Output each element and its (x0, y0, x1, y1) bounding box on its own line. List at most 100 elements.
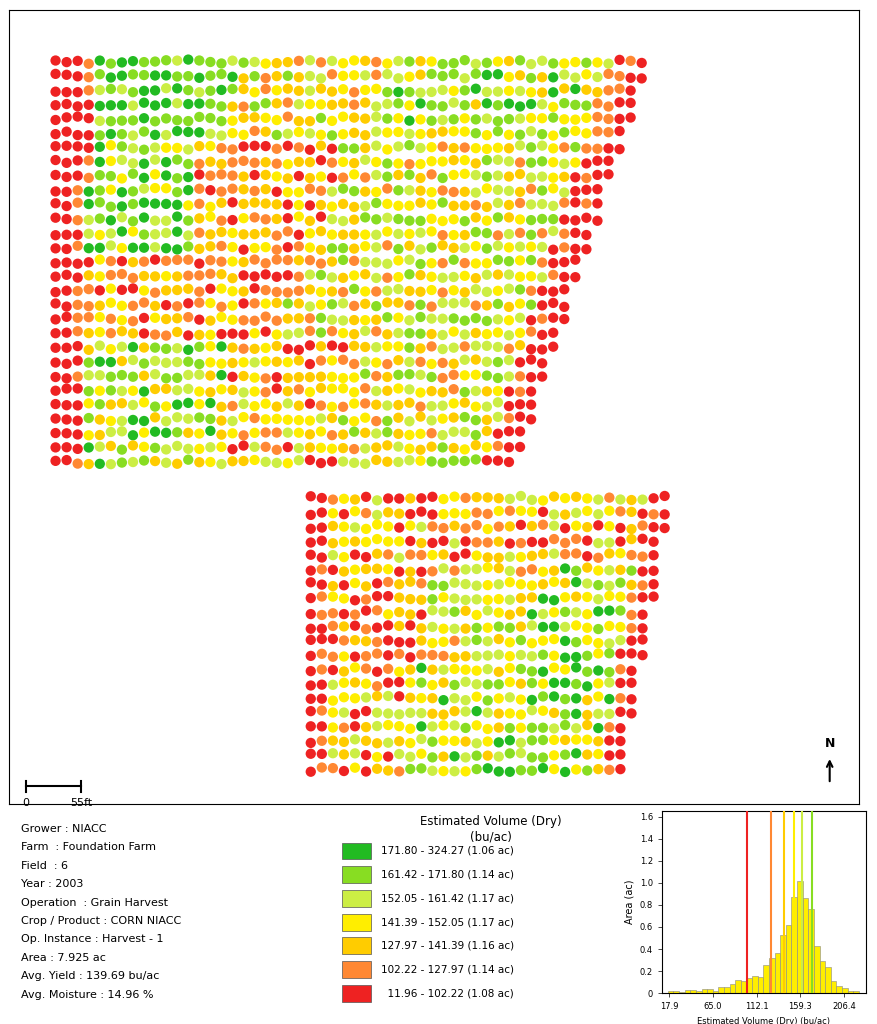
Point (446, 282, 460, 298)
Point (546, 98, 560, 115)
Point (436, 213, 450, 229)
Point (481, 676, 495, 692)
Point (82, 153, 96, 169)
Point (170, 223, 184, 240)
Point (237, 242, 251, 258)
Point (391, 211, 405, 227)
Point (126, 166, 140, 182)
Point (391, 53, 405, 70)
Point (436, 384, 450, 400)
Point (192, 70, 206, 86)
Point (424, 66, 438, 82)
Point (392, 674, 406, 690)
Bar (774, 953, 781, 993)
Point (93, 427, 107, 443)
Point (502, 299, 516, 315)
Point (437, 560, 451, 577)
Point (425, 563, 439, 580)
Point (303, 323, 317, 339)
Point (535, 254, 549, 270)
Point (247, 341, 261, 357)
Point (247, 370, 261, 386)
Point (568, 139, 582, 156)
Point (126, 281, 140, 297)
Point (547, 705, 561, 721)
Point (93, 283, 107, 299)
Point (558, 764, 572, 780)
Point (447, 591, 461, 607)
Point (502, 240, 516, 256)
Point (458, 351, 472, 368)
Point (470, 607, 484, 624)
Point (281, 223, 295, 240)
Point (514, 487, 528, 504)
Point (192, 224, 206, 241)
Point (636, 621, 650, 637)
Point (403, 532, 417, 549)
Point (414, 621, 428, 637)
Point (336, 140, 350, 157)
Point (502, 341, 516, 357)
Point (503, 732, 517, 749)
Point (115, 383, 129, 399)
Point (581, 548, 595, 564)
Point (446, 140, 460, 157)
Point (414, 731, 428, 748)
Point (270, 168, 284, 184)
Point (325, 380, 339, 396)
Point (82, 267, 96, 284)
Point (359, 719, 373, 735)
Point (170, 95, 184, 112)
Point (613, 503, 627, 519)
Point (159, 455, 173, 471)
Point (546, 127, 560, 143)
Point (536, 591, 550, 607)
Point (148, 410, 162, 426)
Point (391, 124, 405, 140)
Point (403, 563, 417, 580)
Point (93, 367, 107, 383)
Point (237, 254, 251, 270)
Point (281, 156, 295, 172)
Point (446, 183, 460, 200)
Point (259, 266, 273, 283)
Point (347, 413, 361, 429)
Point (514, 647, 528, 664)
Point (403, 705, 417, 721)
Point (369, 124, 383, 140)
Bar (718, 987, 724, 993)
Point (137, 254, 151, 270)
Bar (713, 990, 718, 993)
Point (326, 648, 340, 665)
Point (525, 589, 539, 605)
Point (292, 52, 306, 69)
Point (491, 409, 505, 425)
Point (170, 184, 184, 201)
Point (148, 327, 162, 343)
Point (358, 94, 372, 111)
Point (513, 98, 527, 115)
Point (336, 325, 350, 341)
Point (391, 95, 405, 112)
Point (480, 212, 494, 228)
Point (225, 81, 239, 97)
Point (347, 52, 361, 69)
Point (103, 267, 118, 284)
Point (612, 123, 626, 139)
Point (514, 676, 528, 692)
Point (403, 689, 417, 706)
Point (225, 195, 239, 211)
Point (358, 140, 372, 157)
Point (424, 166, 438, 182)
Point (568, 169, 582, 185)
Point (82, 354, 96, 371)
Point (314, 110, 328, 126)
Point (348, 731, 362, 748)
Point (646, 562, 660, 579)
Point (259, 395, 273, 412)
Point (481, 535, 495, 551)
Point (270, 140, 284, 157)
Point (481, 521, 495, 538)
Point (203, 168, 217, 184)
Point (336, 284, 350, 300)
